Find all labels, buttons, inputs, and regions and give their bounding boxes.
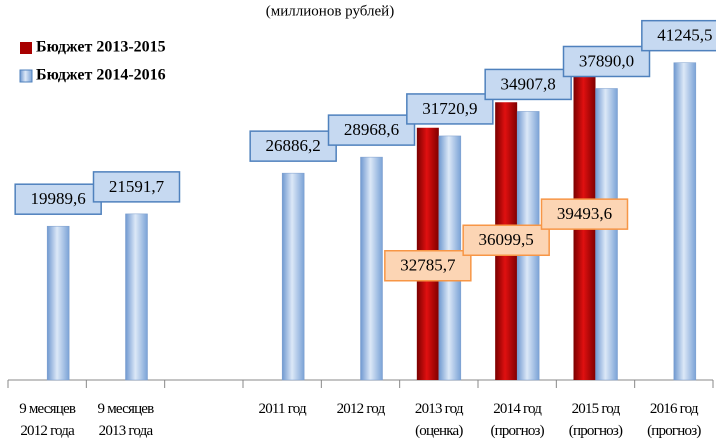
x-tick-label: 2014 год (прогноз) bbox=[490, 401, 544, 439]
bar bbox=[281, 172, 305, 381]
bar bbox=[673, 62, 697, 381]
chart-title: (миллионов рублей) bbox=[266, 3, 394, 19]
value-label: 34907,8 bbox=[501, 74, 556, 93]
legend-swatch bbox=[19, 69, 33, 83]
value-label-box bbox=[484, 68, 572, 101]
bar bbox=[125, 213, 148, 381]
value-label-box bbox=[540, 198, 629, 230]
value-label: 41245,5 bbox=[657, 26, 712, 45]
value-label: 39493,6 bbox=[557, 204, 612, 223]
bar bbox=[360, 156, 383, 381]
value-label-box bbox=[406, 93, 494, 125]
x-tick-label: 2016 год (прогноз) bbox=[647, 401, 701, 439]
x-tick-label: 2015 год (прогноз) bbox=[568, 401, 623, 439]
x-tick-label: 9 месяцев 2013 года bbox=[97, 401, 155, 439]
value-label: 37890,0 bbox=[579, 51, 634, 70]
value-label: 21591,7 bbox=[109, 177, 165, 196]
value-label-box bbox=[562, 45, 651, 78]
bar bbox=[595, 88, 618, 381]
x-tick-label: 2013 год (оценка) bbox=[414, 401, 464, 439]
value-label-box bbox=[327, 114, 416, 146]
value-label-box bbox=[14, 183, 102, 215]
legend-label: Бюджет 2013-2015 bbox=[36, 39, 166, 56]
value-label: 19989,6 bbox=[31, 189, 86, 208]
bar bbox=[46, 225, 70, 381]
value-label-box bbox=[641, 19, 716, 52]
value-label: 32785,7 bbox=[400, 256, 456, 275]
value-label-box bbox=[384, 250, 472, 282]
value-label-box bbox=[92, 171, 181, 203]
value-label: 36099,5 bbox=[479, 230, 534, 249]
value-label-box bbox=[462, 224, 550, 257]
value-label-box bbox=[249, 130, 337, 162]
x-tick-label: 2012 год bbox=[336, 401, 386, 417]
value-label: 26886,2 bbox=[266, 136, 321, 155]
value-label: 28968,6 bbox=[344, 120, 399, 139]
value-label: 31720,9 bbox=[422, 99, 477, 118]
x-tick-label: 2011 год bbox=[258, 401, 307, 417]
legend-swatch bbox=[20, 42, 32, 54]
legend-label: Бюджет 2014-2016 bbox=[36, 67, 166, 84]
x-tick-label: 9 месяцев 2012 года bbox=[19, 401, 76, 439]
